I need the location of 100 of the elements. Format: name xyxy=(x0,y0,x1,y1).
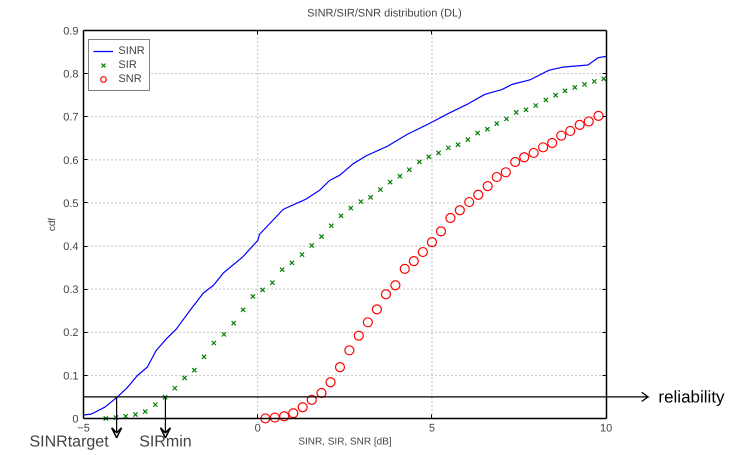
point xyxy=(113,414,119,420)
point xyxy=(464,196,474,208)
x-tick-label: 10 xyxy=(600,422,612,434)
point xyxy=(240,307,246,313)
point xyxy=(288,408,298,418)
point xyxy=(250,294,256,300)
point xyxy=(103,416,109,422)
point xyxy=(547,138,558,148)
point xyxy=(572,84,578,90)
y-tick-label: 0 xyxy=(72,413,79,426)
point xyxy=(584,116,594,127)
point xyxy=(562,88,568,94)
point xyxy=(519,152,530,162)
point xyxy=(484,126,490,132)
point xyxy=(436,150,442,156)
point xyxy=(162,394,168,400)
legend-label: SNR xyxy=(118,72,142,86)
y-axis-title: cdf xyxy=(47,218,58,232)
point xyxy=(192,367,198,373)
point xyxy=(270,280,276,286)
legend-label: SIR xyxy=(118,58,138,72)
point xyxy=(514,110,519,116)
point xyxy=(152,402,158,408)
point xyxy=(260,287,266,293)
point xyxy=(390,280,400,290)
point xyxy=(378,186,384,192)
annotation: SIRmin xyxy=(139,434,192,450)
point xyxy=(318,234,324,240)
point xyxy=(316,388,327,398)
point xyxy=(354,330,364,341)
point xyxy=(362,317,373,328)
point xyxy=(368,194,374,200)
point xyxy=(582,82,588,88)
point xyxy=(348,205,354,211)
point xyxy=(600,76,606,82)
x-tick-label: −5 xyxy=(77,422,90,434)
point xyxy=(298,402,308,412)
point xyxy=(533,102,538,108)
point xyxy=(504,116,510,122)
point xyxy=(494,120,500,126)
point xyxy=(270,412,280,423)
point xyxy=(556,130,566,141)
y-tick-label: 0.1 xyxy=(63,370,79,382)
point xyxy=(344,345,354,356)
point xyxy=(552,92,558,98)
point xyxy=(306,394,317,405)
y-tick-label: 0.6 xyxy=(63,154,79,167)
point xyxy=(492,172,502,182)
chart-title: SINR/SIR/SNR distribution (DL) xyxy=(307,8,462,20)
point xyxy=(500,167,511,178)
point xyxy=(473,190,484,200)
point xyxy=(397,173,403,179)
y-tick-label: 0.3 xyxy=(63,284,79,296)
legend-label: SINR xyxy=(118,44,145,58)
point xyxy=(172,386,178,391)
point xyxy=(426,154,432,160)
point xyxy=(455,142,461,148)
point xyxy=(387,180,393,185)
point xyxy=(201,354,207,360)
point xyxy=(436,226,446,236)
x-tick-label: 0 xyxy=(254,422,261,434)
point xyxy=(211,340,217,346)
point xyxy=(408,256,419,266)
point xyxy=(260,413,271,424)
point xyxy=(309,242,314,248)
point xyxy=(445,212,456,224)
point xyxy=(416,159,422,165)
x-tick-label: 5 xyxy=(428,422,436,434)
point xyxy=(474,130,480,136)
point xyxy=(182,375,188,381)
point xyxy=(289,260,295,266)
point xyxy=(510,156,520,168)
point xyxy=(426,237,438,248)
point xyxy=(538,142,548,152)
line-series xyxy=(82,56,607,416)
point xyxy=(132,412,138,418)
point xyxy=(565,126,576,136)
point xyxy=(328,223,334,228)
point xyxy=(592,78,598,84)
point xyxy=(299,252,305,258)
point xyxy=(523,107,529,113)
y-tick-label: 0.2 xyxy=(63,327,79,340)
point xyxy=(418,246,428,258)
point xyxy=(528,148,539,158)
point xyxy=(334,362,346,372)
ref-line-label: reliability xyxy=(658,387,726,406)
point xyxy=(400,264,410,274)
point xyxy=(593,110,604,121)
point xyxy=(230,320,236,326)
y-tick-label: 0.8 xyxy=(63,68,79,81)
x-axis-title: SINR, SIR, SNR [dB] xyxy=(298,436,392,448)
point xyxy=(454,205,465,216)
annotation: SINRtarget xyxy=(29,434,110,450)
point xyxy=(221,332,227,338)
point xyxy=(142,408,148,414)
point xyxy=(482,181,493,192)
point xyxy=(380,289,392,300)
point xyxy=(325,377,336,388)
point xyxy=(372,304,382,314)
point xyxy=(338,213,344,219)
